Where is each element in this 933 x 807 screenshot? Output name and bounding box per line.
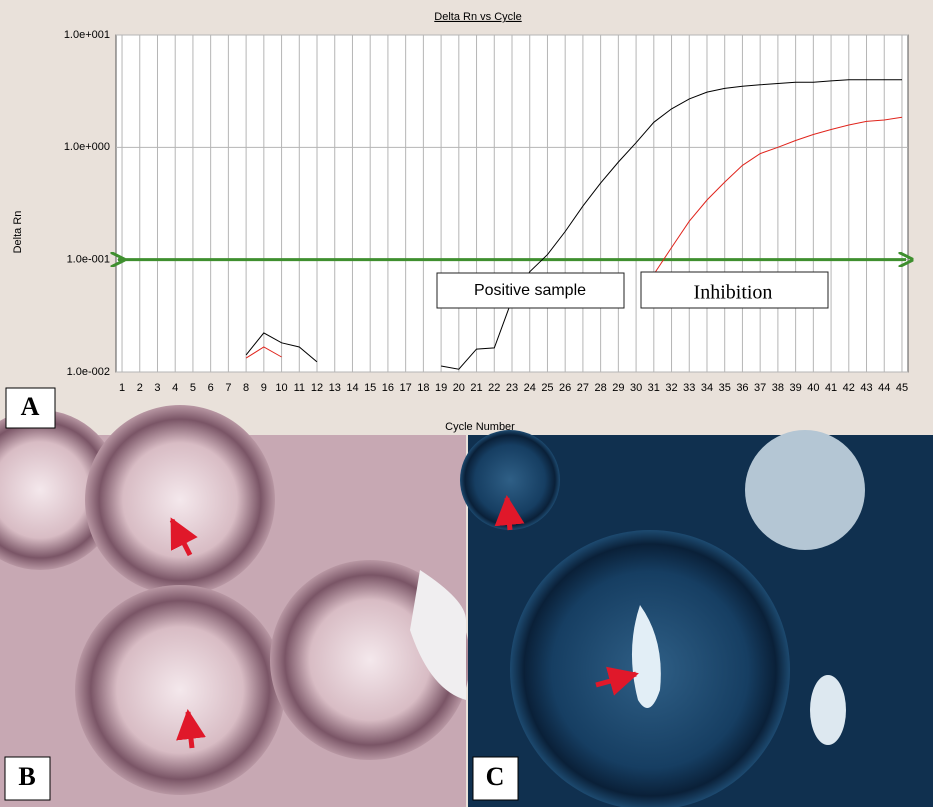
x-tick-label: 24 (524, 382, 536, 394)
annotation: Positive sample (474, 282, 586, 299)
x-tick-label: 20 (453, 382, 465, 394)
series-line (245, 116, 903, 359)
x-tick-label: 30 (630, 382, 642, 394)
y-tick-label: 1.0e+001 (64, 29, 110, 41)
x-tick-label: 14 (346, 382, 358, 394)
x-tick-label: 33 (683, 382, 695, 394)
panel-label: B (18, 762, 35, 791)
x-tick-label: 28 (595, 382, 607, 394)
x-tick-label: 7 (225, 382, 231, 394)
x-tick-label: 9 (261, 382, 267, 394)
x-tick-label: 43 (860, 382, 872, 394)
x-tick-label: 13 (329, 382, 341, 394)
x-tick-label: 10 (275, 382, 287, 394)
x-tick-label: 35 (719, 382, 731, 394)
panel-label-box (5, 387, 56, 429)
panel-label: A (21, 392, 40, 421)
x-tick-label: 31 (648, 382, 660, 394)
x-tick-label: 37 (754, 382, 766, 394)
x-tick-label: 40 (807, 382, 819, 394)
x-tick-label: 4 (172, 382, 178, 394)
x-tick-label: 27 (577, 382, 589, 394)
x-tick-label: 17 (400, 382, 412, 394)
x-tick-label: 34 (701, 382, 713, 394)
x-tick-label: 23 (506, 382, 518, 394)
x-tick-label: 5 (190, 382, 196, 394)
x-tick-label: 45 (896, 382, 908, 394)
x-tick-label: 39 (789, 382, 801, 394)
x-tick-label: 11 (294, 382, 305, 394)
x-tick-label: 42 (843, 382, 855, 394)
x-tick-label: 1 (119, 382, 125, 394)
x-tick-label: 29 (612, 382, 624, 394)
chart-title: Delta Rn vs Cycle (434, 11, 521, 23)
x-tick-label: 12 (311, 382, 323, 394)
x-tick-label: 36 (736, 382, 748, 394)
panel-label-box (472, 756, 519, 801)
x-tick-label: 15 (364, 382, 376, 394)
annotation-box (436, 272, 625, 309)
panel-b-image (0, 405, 470, 807)
x-tick-label: 44 (878, 382, 890, 394)
x-tick-label: 2 (137, 382, 143, 394)
x-tick-label: 38 (772, 382, 784, 394)
x-tick-label: 21 (470, 382, 482, 394)
annotation: Inhibition (694, 282, 773, 304)
panel-label-box (4, 756, 51, 801)
panel-label: C (486, 762, 505, 791)
x-tick-label: 32 (665, 382, 677, 394)
x-tick-label: 18 (417, 382, 429, 394)
panel-c-image (460, 430, 933, 807)
x-tick-label: 6 (208, 382, 214, 394)
x-tick-label: 8 (243, 382, 249, 394)
x-tick-label: 26 (559, 382, 571, 394)
x-tick-label: 41 (825, 382, 837, 394)
x-tick-label: 16 (382, 382, 394, 394)
y-tick-label: 1.0e+000 (64, 141, 110, 153)
x-axis-label: Cycle Number (445, 421, 515, 433)
x-tick-label: 25 (541, 382, 553, 394)
x-tick-label: 19 (435, 382, 447, 394)
y-tick-label: 1.0e-002 (67, 366, 110, 378)
y-axis-label: Delta Rn (12, 211, 24, 254)
y-tick-label: 1.0e-001 (67, 254, 110, 266)
x-tick-label: 22 (488, 382, 500, 394)
annotation-box (640, 271, 829, 309)
x-tick-label: 3 (154, 382, 160, 394)
